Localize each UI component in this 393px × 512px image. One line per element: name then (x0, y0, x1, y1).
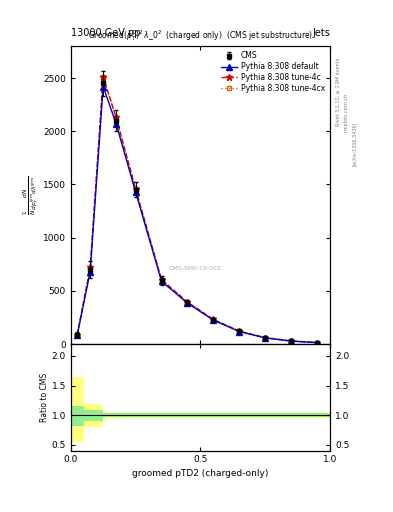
Pythia 8.308 tune-4cx (237, 328, 242, 334)
Pythia 8.308 tune-4cx (159, 277, 164, 283)
Pythia 8.308 tune-4c (101, 74, 105, 80)
Bar (278, 412, 304, 418)
Bar (226, 412, 252, 418)
Pythia 8.308 default (263, 335, 268, 341)
Bar (174, 413, 200, 417)
Pythia 8.308 tune-4cx (185, 299, 190, 305)
Pythia 8.308 tune-4c (289, 338, 294, 344)
Pythia 8.308 default (75, 332, 79, 338)
Pythia 8.308 tune-4cx (88, 265, 93, 271)
Bar (77, 404, 103, 427)
Pythia 8.308 tune-4c (75, 332, 79, 338)
Text: CMS-SMP-19-002: CMS-SMP-19-002 (169, 266, 222, 271)
Pythia 8.308 default (133, 189, 138, 195)
Pythia 8.308 tune-4c (211, 316, 216, 323)
Pythia 8.308 default (289, 338, 294, 344)
Pythia 8.308 default (114, 121, 119, 127)
Bar (149, 412, 174, 418)
Pythia 8.308 tune-4c (185, 299, 190, 305)
Text: Jets: Jets (312, 28, 330, 38)
Bar (252, 413, 278, 417)
Line: Pythia 8.308 default: Pythia 8.308 default (74, 84, 320, 346)
Bar (252, 412, 278, 418)
Pythia 8.308 default (185, 300, 190, 306)
Pythia 8.308 default (101, 83, 105, 90)
Pythia 8.308 tune-4cx (133, 186, 138, 193)
Pythia 8.308 default (237, 329, 242, 335)
Pythia 8.308 tune-4c (159, 276, 164, 283)
Bar (71, 406, 84, 425)
Pythia 8.308 tune-4c (237, 328, 242, 334)
Bar (304, 413, 330, 417)
X-axis label: groomed pTD2 (charged-only): groomed pTD2 (charged-only) (132, 468, 269, 478)
Bar (304, 412, 330, 418)
Bar (149, 413, 174, 417)
Pythia 8.308 default (211, 317, 216, 323)
Pythia 8.308 tune-4cx (263, 335, 268, 341)
Pythia 8.308 default (159, 278, 164, 284)
Bar (174, 412, 200, 418)
Y-axis label: Ratio to CMS: Ratio to CMS (40, 373, 49, 422)
Pythia 8.308 tune-4c (133, 186, 138, 192)
Legend: CMS, Pythia 8.308 default, Pythia 8.308 tune-4c, Pythia 8.308 tune-4cx: CMS, Pythia 8.308 default, Pythia 8.308 … (219, 50, 326, 95)
Bar (77, 410, 103, 421)
Pythia 8.308 tune-4c (263, 334, 268, 340)
Pythia 8.308 default (88, 269, 93, 275)
Pythia 8.308 tune-4cx (289, 338, 294, 344)
Text: mcplots.cern.ch: mcplots.cern.ch (344, 93, 349, 132)
Pythia 8.308 tune-4c (88, 264, 93, 270)
Bar (90, 413, 116, 417)
Text: Groomed$(p_T^D)^2\,\lambda\_0^2$  (charged only)  (CMS jet substructure): Groomed$(p_T^D)^2\,\lambda\_0^2$ (charge… (88, 28, 313, 43)
Bar (90, 412, 116, 419)
Bar (71, 377, 84, 442)
Pythia 8.308 default (315, 339, 320, 346)
Pythia 8.308 tune-4cx (114, 115, 119, 121)
Bar (200, 412, 226, 418)
Y-axis label: $\frac{1}{N}\frac{dN}{dp_T^{\rm grm}d\lambda^{\rm grm}}$: $\frac{1}{N}\frac{dN}{dp_T^{\rm grm}d\la… (22, 175, 42, 215)
Bar (103, 413, 129, 417)
Pythia 8.308 tune-4cx (75, 332, 79, 338)
Pythia 8.308 tune-4c (114, 114, 119, 120)
Pythia 8.308 tune-4cx (211, 316, 216, 323)
Pythia 8.308 tune-4c (315, 339, 320, 346)
Text: 13000 GeV pp: 13000 GeV pp (71, 28, 140, 38)
Pythia 8.308 tune-4cx (101, 74, 105, 80)
Text: [arXiv:1306.3436]: [arXiv:1306.3436] (352, 121, 357, 165)
Line: Pythia 8.308 tune-4cx: Pythia 8.308 tune-4cx (75, 75, 320, 345)
Pythia 8.308 tune-4cx (315, 339, 320, 346)
Bar (200, 413, 226, 417)
Text: Rivet 3.1.10, ≥ 2.9M events: Rivet 3.1.10, ≥ 2.9M events (336, 58, 341, 126)
Line: Pythia 8.308 tune-4c: Pythia 8.308 tune-4c (74, 74, 321, 346)
Bar (278, 413, 304, 417)
Bar (123, 413, 149, 417)
Bar (103, 412, 129, 418)
Bar (123, 412, 149, 418)
Bar (226, 413, 252, 417)
